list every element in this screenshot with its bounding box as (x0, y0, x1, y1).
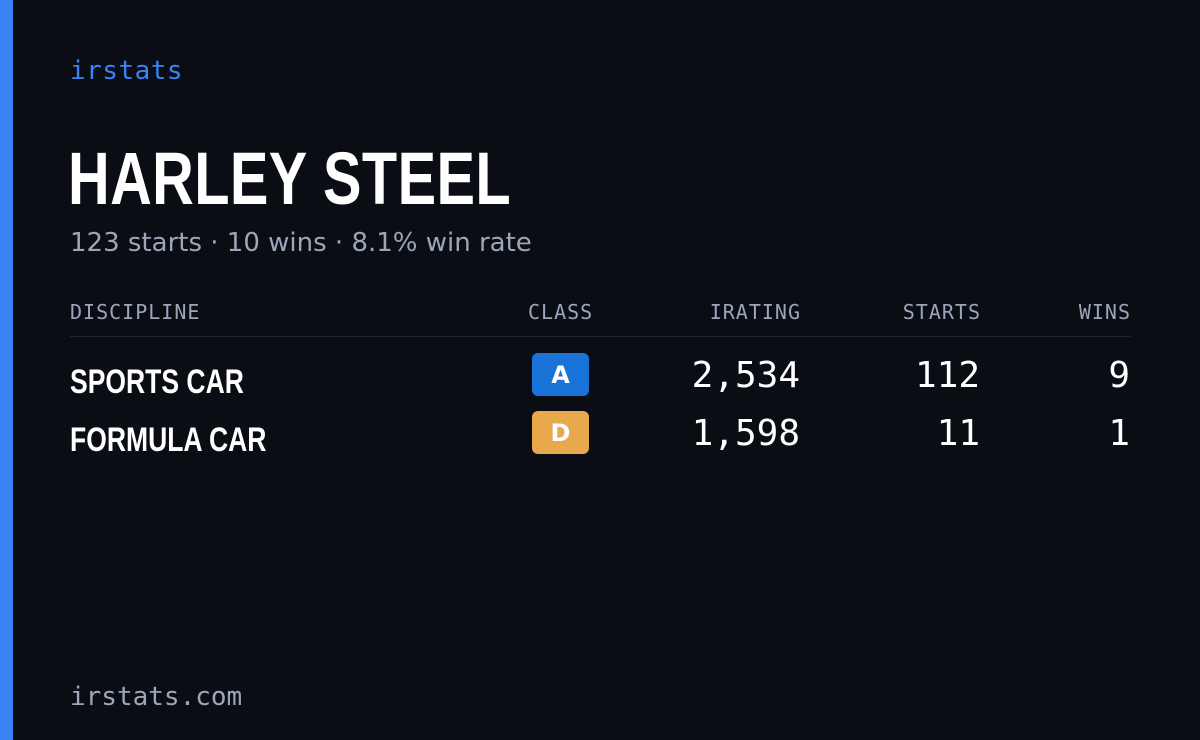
accent-bar (0, 0, 13, 740)
stats-table: DISCIPLINE CLASS IRATING STARTS WINS SPO… (70, 296, 1131, 469)
starts-value: 11 (936, 413, 980, 454)
driver-summary: 123 starts · 10 wins · 8.1% win rate (70, 228, 532, 258)
irating-value: 2,534 (691, 355, 800, 396)
irating-value: 1,598 (691, 413, 800, 454)
header-discipline: DISCIPLINE (70, 300, 201, 324)
starts-value: 112 (914, 355, 980, 396)
wins-value: 9 (1108, 355, 1130, 396)
discipline-name: FORMULA CAR (70, 421, 267, 459)
header-starts: STARTS (902, 300, 981, 324)
header-class: CLASS (528, 300, 594, 324)
class-badge: D (532, 411, 589, 454)
brand-logo: irstats (70, 56, 184, 86)
footer-url: irstats.com (70, 682, 243, 712)
table-header-row: DISCIPLINE CLASS IRATING STARTS WINS (70, 296, 1131, 337)
driver-name: HARLEY STEEL (68, 137, 511, 220)
wins-value: 1 (1108, 413, 1130, 454)
header-wins: WINS (1078, 300, 1131, 324)
header-irating: IRATING (709, 300, 801, 324)
table-row: FORMULA CAR D 1,598 11 1 (70, 411, 1131, 469)
class-badge: A (532, 353, 589, 396)
table-row: SPORTS CAR A 2,534 112 9 (70, 353, 1131, 411)
discipline-name: SPORTS CAR (70, 363, 244, 401)
